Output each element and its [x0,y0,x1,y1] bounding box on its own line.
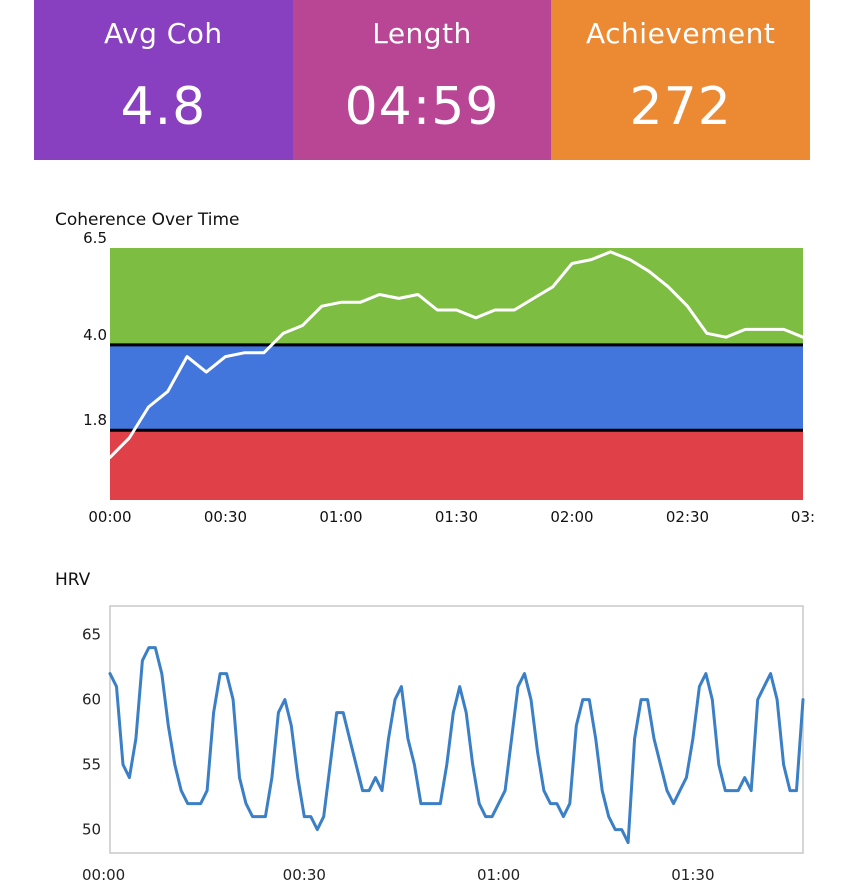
coherence-chart: 1.8 4.0 6.5 00:00 00:30 01:00 01:30 02:00 02:30 0… [83,229,815,526]
stat-achievement-label: Achievement [586,17,776,50]
coherence-band-2 [110,248,803,345]
coherence-x-tick-label: 02:00 [550,508,593,526]
coherence-chart-title: Coherence Over Time [55,210,240,230]
coherence-band-0 [110,430,803,500]
coherence-x-tick-label: 00:30 [204,508,247,526]
coherence-x-tick-label: 03: [791,508,815,526]
stat-length-value: 04:59 [344,77,500,137]
stat-achievement: Achievement 272 [551,0,811,160]
stat-avg-coherence-label: Avg Coh [103,17,223,50]
hrv-y-tick-label: 50 [82,821,101,839]
hrv-x-tick-label: 00:00 [82,866,125,884]
hrv-x-tick-label: 00:30 [283,866,326,884]
coherence-x-tick-label: 02:30 [666,508,709,526]
hrv-series-line [108,646,805,845]
stat-avg-coherence-value: 4.8 [120,77,207,137]
stat-avg-coherence: Avg Coh 4.8 [34,0,293,160]
stat-length: Length 04:59 [292,0,552,160]
stat-achievement-value: 272 [629,77,732,137]
hrv-y-tick-label: 65 [82,626,101,644]
hrv-y-tick-label: 60 [82,691,101,709]
hrv-chart-title: HRV [55,570,91,590]
coherence-y-tick-label: 6.5 [83,229,107,247]
hrv-y-tick-label: 55 [82,756,101,774]
coherence-band-1 [110,344,803,431]
stats-bar: Avg Coh 4.8 Length 04:59 Achievement 272 [34,0,811,160]
coherence-series-line [108,250,805,459]
coherence-y-tick-label: 4.0 [83,326,107,344]
coherence-x-tick-label: 01:30 [435,508,478,526]
coherence-x-tick-label: 00:00 [88,508,131,526]
stat-length-label: Length [372,17,472,50]
coherence-x-tick-label: 01:00 [319,508,362,526]
hrv-plot-frame [109,605,804,854]
hrv-x-tick-label: 01:00 [477,866,520,884]
coherence-y-tick-label: 1.8 [83,411,107,429]
hrv-x-tick-label: 01:30 [671,866,714,884]
